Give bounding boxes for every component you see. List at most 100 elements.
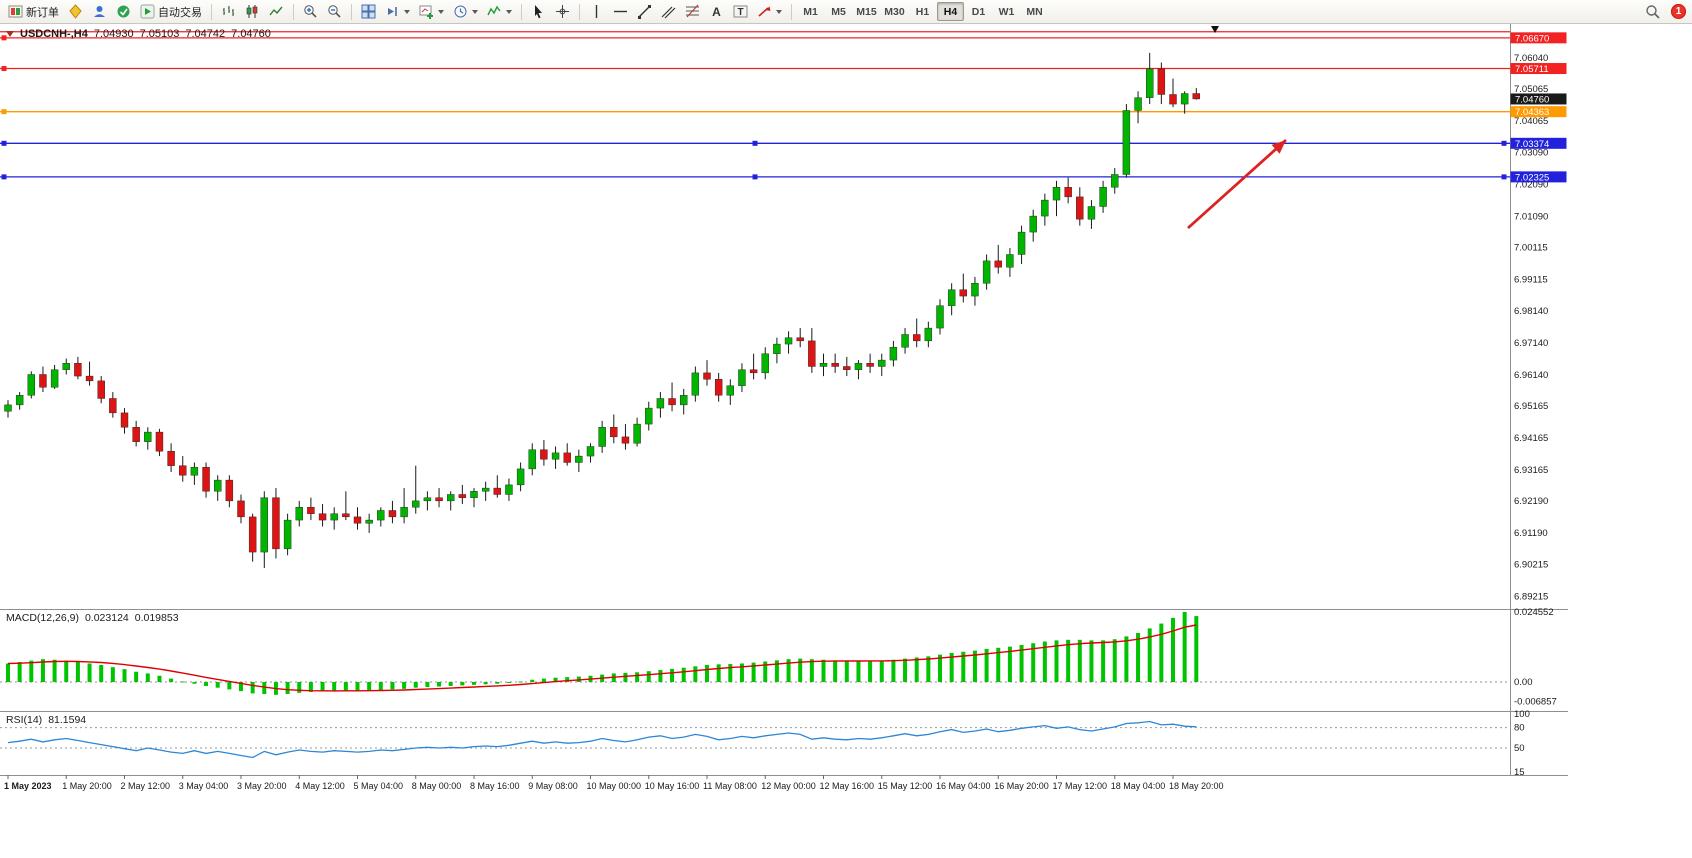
time-axis-label: 17 May 12:00 (1053, 781, 1108, 791)
macd-bar (425, 682, 430, 688)
auto-scroll-button[interactable] (381, 2, 414, 22)
macd-bar (1089, 640, 1094, 682)
text-label-tool-button[interactable]: T (729, 2, 752, 22)
trendline-icon (638, 5, 651, 19)
price-axis-tick: 7.05065 (1514, 84, 1548, 95)
candle (691, 366, 700, 402)
search-icon (1646, 4, 1660, 19)
zoom-out-button[interactable] (323, 2, 346, 22)
chart-shift-marker[interactable] (1211, 26, 1219, 33)
macd-bar (728, 664, 733, 682)
candle (971, 276, 979, 306)
level-handle[interactable] (1501, 140, 1507, 146)
macd-axis-tick: 0.00 (1514, 677, 1533, 688)
timeframe-button-m5[interactable]: M5 (831, 5, 846, 18)
new-order-label: 新订单 (26, 6, 59, 19)
indicators-button[interactable] (483, 2, 516, 22)
price-level-value: 7.02325 (1515, 172, 1549, 183)
macd-bar (483, 682, 488, 685)
candle (516, 462, 525, 492)
timeframe-button-d1[interactable]: D1 (971, 5, 986, 18)
candle (400, 488, 408, 524)
channel-tool-button[interactable] (657, 2, 680, 22)
search-button[interactable] (1641, 2, 1665, 22)
autotrading-button[interactable]: 自动交易 (136, 2, 206, 22)
periods-button[interactable] (449, 2, 482, 22)
timeframe-button-w1[interactable]: W1 (998, 5, 1015, 18)
macd-bar (984, 648, 989, 682)
notification-badge[interactable]: 1 (1671, 4, 1686, 19)
text-label-icon: T (733, 5, 748, 18)
equidistant-channel-icon (661, 6, 676, 19)
level-handle[interactable] (1, 66, 7, 72)
trend-arrow-head[interactable] (1271, 140, 1286, 154)
time-axis-label: 11 May 08:00 (703, 781, 757, 791)
price-axis-tick: 7.04065 (1514, 116, 1548, 127)
arrows-tool-button[interactable] (753, 2, 786, 22)
timeframe-button-h4[interactable]: H4 (937, 2, 964, 21)
trendline-tool-button[interactable] (633, 2, 656, 22)
market-button[interactable] (112, 2, 135, 22)
time-axis-label: 18 May 04:00 (1111, 781, 1166, 791)
macd-bar (390, 682, 395, 690)
timeframe-button-m1[interactable]: M1 (803, 5, 818, 18)
new-chart-button[interactable] (415, 2, 448, 22)
dropdown-caret-icon (438, 9, 444, 14)
price-level-label: 7.05711 (1510, 63, 1567, 75)
tile-windows-button[interactable] (357, 2, 380, 22)
price-axis-tick: 7.02090 (1514, 179, 1548, 190)
bar-chart-button[interactable] (217, 2, 240, 22)
vertical-line-tool-button[interactable] (585, 2, 608, 22)
candle (936, 299, 944, 335)
level-handle[interactable] (1, 35, 7, 41)
bar-chart-icon (223, 6, 234, 16)
level-handle[interactable] (1501, 174, 1507, 180)
cursor-tool-button[interactable] (527, 2, 550, 22)
zoom-out-icon (328, 5, 341, 18)
timeframe-button-h1[interactable]: H1 (915, 5, 930, 18)
macd-bar (308, 682, 313, 692)
time-axis-label: 16 May 20:00 (994, 781, 1049, 791)
trend-arrow-annotation[interactable] (1187, 138, 1287, 230)
candle (621, 424, 630, 450)
timeframe-button-mn[interactable]: MN (1026, 5, 1043, 18)
level-handle[interactable] (1, 109, 7, 115)
macd-bar (821, 659, 826, 682)
text-tool-button[interactable]: A (705, 2, 728, 22)
macd-bar (868, 660, 873, 682)
candle (167, 443, 175, 473)
price-chart-canvas[interactable]: 7.06040 7.05065 7.04065 7.03090 7.02090 7.010… (0, 24, 1568, 795)
timeframe-button-m30[interactable]: M30 (884, 5, 905, 18)
level-handle[interactable] (752, 174, 758, 180)
level-handle[interactable] (752, 140, 758, 146)
toolbar-right-group: 1 (1641, 2, 1686, 22)
rsi-axis-tick: 15 (1514, 767, 1525, 778)
macd-bar (192, 682, 197, 684)
macd-bar (110, 667, 115, 682)
candlestick-chart-button[interactable] (241, 2, 264, 22)
svg-text:T: T (737, 7, 743, 18)
crosshair-tool-button[interactable] (551, 2, 574, 22)
level-handle[interactable] (1, 140, 7, 146)
horizontal-line-tool-button[interactable] (609, 2, 632, 22)
macd-bar (1042, 641, 1047, 682)
line-chart-button[interactable] (265, 2, 288, 22)
profile-button[interactable] (88, 2, 111, 22)
candle (598, 420, 606, 453)
macd-bar (833, 660, 838, 682)
timeframe-button-m15[interactable]: M15 (856, 5, 877, 18)
candle (761, 347, 769, 380)
zoom-in-button[interactable] (299, 2, 322, 22)
level-handle[interactable] (1, 174, 7, 180)
macd-bar (891, 659, 896, 682)
fibonacci-tool-button[interactable] (681, 2, 704, 22)
new-order-button[interactable]: 新订单 (4, 2, 63, 22)
candle (318, 504, 327, 527)
macd-bar (75, 662, 80, 682)
candle (551, 446, 560, 469)
macd-bar (774, 660, 779, 682)
metaeditor-button[interactable] (64, 2, 87, 22)
time-axis-label: 12 May 00:00 (761, 781, 816, 791)
macd-bar (635, 672, 640, 682)
zoom-in-icon (304, 5, 317, 18)
